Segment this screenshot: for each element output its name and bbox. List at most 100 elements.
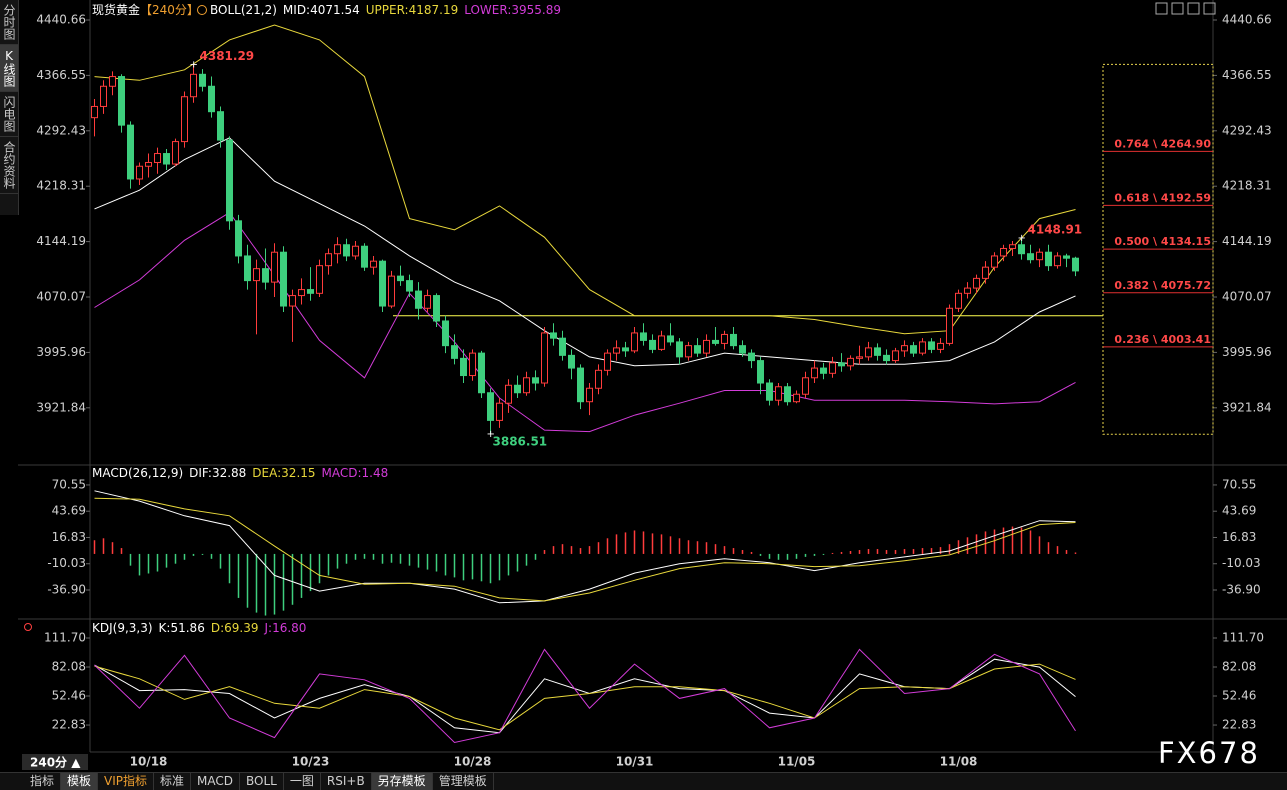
toolbar-button[interactable]: 管理模板 bbox=[433, 773, 494, 790]
indicator-line bbox=[94, 648, 1076, 744]
candle-body bbox=[811, 367, 818, 379]
candle-body bbox=[856, 356, 863, 359]
candle-body bbox=[973, 277, 980, 289]
settings-icon[interactable] bbox=[197, 5, 207, 15]
y-tick-label-right: 22.83 bbox=[1222, 718, 1256, 732]
extreme-marker: + bbox=[487, 429, 495, 440]
y-tick-label: 4440.66 bbox=[36, 13, 86, 27]
y-tick-label: 52.46 bbox=[52, 689, 86, 703]
toolbar-button[interactable]: 另存模板 bbox=[371, 773, 433, 790]
y-tick-label: 3995.96 bbox=[36, 345, 86, 359]
candle-body bbox=[550, 332, 557, 339]
candle-body bbox=[919, 341, 926, 354]
y-tick-label-right: 4292.43 bbox=[1222, 123, 1272, 137]
candle-body bbox=[181, 96, 188, 143]
sidebar-tab[interactable]: 合约资料 bbox=[0, 137, 18, 194]
candle-body bbox=[667, 335, 674, 343]
candle-body bbox=[604, 352, 611, 371]
y-tick-label: 111.70 bbox=[44, 630, 86, 644]
candle-body bbox=[316, 265, 323, 294]
candle-body bbox=[109, 76, 116, 87]
legend-text: J: bbox=[263, 621, 272, 635]
candle-body bbox=[388, 275, 395, 307]
sidebar-tab[interactable]: K线图 bbox=[0, 45, 18, 92]
candle-body bbox=[964, 287, 971, 294]
period-box[interactable] bbox=[22, 754, 88, 770]
extreme-marker: + bbox=[1018, 233, 1026, 244]
legend-text: 现货黄金 bbox=[92, 2, 140, 17]
period-selector[interactable]: 240分 ▲ bbox=[30, 755, 81, 770]
candle-body bbox=[1009, 244, 1016, 249]
candle-body bbox=[433, 295, 440, 322]
candle-body bbox=[757, 360, 764, 384]
candle-body bbox=[379, 260, 386, 307]
indicator-legend: MACD(26,12,9) DIF:32.88 DEA:32.15 MACD:1.48 bbox=[92, 466, 388, 480]
candle-body bbox=[406, 280, 413, 292]
candle-body bbox=[1063, 255, 1070, 259]
chart: 240分 ▲ FX678 4440.66 4440.66 4366.55 4366.5… bbox=[18, 0, 1287, 770]
candle-body bbox=[253, 268, 260, 282]
toolbar-button[interactable]: MACD bbox=[191, 773, 241, 790]
candle-body bbox=[163, 153, 170, 165]
toolbar-button[interactable]: 指标 bbox=[24, 773, 62, 790]
candle-body bbox=[991, 255, 998, 268]
candle-body bbox=[442, 320, 449, 347]
candle-body bbox=[1000, 247, 1007, 257]
toolbar-button[interactable]: 模板 bbox=[61, 773, 99, 790]
candle-body bbox=[370, 260, 377, 268]
window-buttons[interactable] bbox=[1155, 2, 1216, 15]
legend-text: DEA: bbox=[252, 466, 281, 480]
candle-body bbox=[262, 268, 269, 283]
legend-text: 69.39 bbox=[224, 621, 258, 635]
candle-body bbox=[280, 251, 287, 307]
x-tick-label: 10/28 bbox=[454, 755, 492, 769]
candle-body bbox=[649, 339, 656, 350]
legend-text: 32.15 bbox=[281, 466, 315, 480]
sidebar: 分时图 K线图 闪电图 合约资料 bbox=[0, 0, 19, 215]
toolbar-button[interactable]: 一图 bbox=[284, 773, 321, 790]
candle-body bbox=[1072, 257, 1079, 272]
y-tick-label: -10.03 bbox=[47, 556, 86, 570]
y-tick-label: 4366.55 bbox=[36, 68, 86, 82]
candle-body bbox=[955, 292, 962, 309]
x-tick-label: 11/08 bbox=[940, 755, 978, 769]
candle-body bbox=[523, 377, 530, 394]
y-tick-label-right: 82.08 bbox=[1222, 659, 1256, 673]
legend-text: 32.88 bbox=[212, 466, 246, 480]
candle-body bbox=[1054, 255, 1061, 267]
sidebar-tab[interactable]: 分时图 bbox=[0, 0, 18, 45]
y-tick-label-right: 4366.55 bbox=[1222, 68, 1272, 82]
y-tick-label: 22.83 bbox=[52, 718, 86, 732]
candle-body bbox=[1045, 251, 1052, 267]
candle-body bbox=[946, 307, 953, 344]
candle-body bbox=[685, 345, 692, 358]
candle-body bbox=[928, 341, 935, 350]
legend-text: MACD(26,12,9) bbox=[92, 466, 183, 480]
candle-body bbox=[865, 347, 872, 358]
toolbar-button[interactable]: VIP指标 bbox=[98, 773, 155, 790]
candle-body bbox=[910, 345, 917, 354]
toolbar-button[interactable]: BOLL bbox=[240, 773, 284, 790]
toolbar-button[interactable]: RSI+B bbox=[321, 773, 372, 790]
toolbar-button[interactable]: 标准 bbox=[154, 773, 192, 790]
candle-body bbox=[586, 387, 593, 403]
y-tick-label-right: -10.03 bbox=[1222, 556, 1261, 570]
x-tick-label: 10/18 bbox=[130, 755, 168, 769]
candle-body bbox=[847, 357, 854, 367]
indicator-line bbox=[94, 658, 1076, 734]
legend-text: MID: bbox=[283, 3, 310, 17]
legend-text: D: bbox=[211, 621, 224, 635]
candle-body bbox=[478, 352, 485, 394]
candle-body bbox=[397, 275, 404, 282]
legend-text: 【240分】 bbox=[140, 3, 199, 17]
candle-body bbox=[775, 386, 782, 401]
y-tick-label-right: 16.83 bbox=[1222, 530, 1256, 544]
x-tick-label: 11/05 bbox=[778, 755, 816, 769]
candle-body bbox=[901, 345, 908, 352]
sidebar-tab[interactable]: 闪电图 bbox=[0, 92, 18, 137]
indicator-icon[interactable] bbox=[24, 623, 32, 631]
candle-body bbox=[982, 266, 989, 279]
candle-body bbox=[703, 339, 710, 354]
y-tick-label-right: 111.70 bbox=[1222, 630, 1264, 644]
candle-body bbox=[289, 295, 296, 307]
